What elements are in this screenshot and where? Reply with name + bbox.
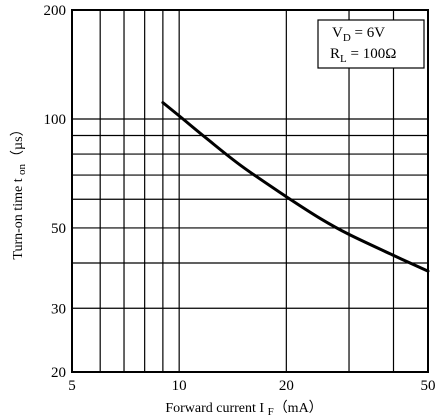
y-tick-labels: 20 30 50 100 200 <box>44 3 67 381</box>
x-tick-label: 5 <box>68 378 76 394</box>
y-axis-title: Turn-on time t on（µs） <box>10 122 28 259</box>
y-tick-label: 30 <box>51 301 66 317</box>
x-tick-labels: 5 10 20 50 <box>68 378 435 394</box>
vd-annotation: VD = 6V <box>332 25 385 44</box>
y-tick-label: 50 <box>51 221 66 237</box>
plot-frame <box>71 9 429 373</box>
conditions-box-frame <box>317 19 425 69</box>
x-tick-label: 10 <box>172 378 187 394</box>
x-tick-label: 20 <box>279 378 294 394</box>
x-tick-label: 50 <box>421 378 436 394</box>
y-tick-label: 20 <box>51 365 66 381</box>
turn-on-time-curve <box>161 101 430 273</box>
conditions-box <box>317 19 425 69</box>
rl-annotation: RL = 100Ω <box>330 46 396 65</box>
y-tick-label: 200 <box>44 3 67 19</box>
y-tick-label: 100 <box>44 112 67 128</box>
x-axis-title: Forward current I F（mA） <box>165 400 322 418</box>
